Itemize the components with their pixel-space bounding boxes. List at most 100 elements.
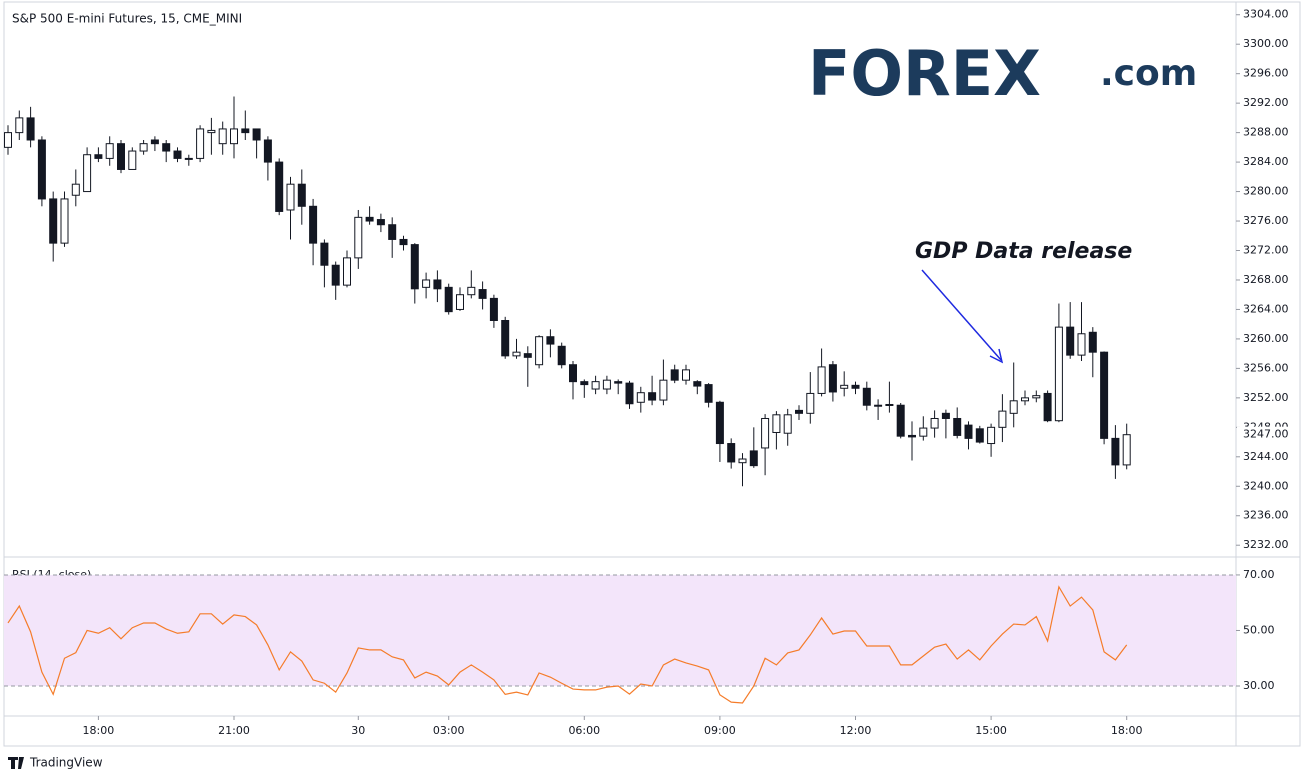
candle-body bbox=[693, 381, 702, 387]
candle-body bbox=[908, 434, 916, 438]
candle-body bbox=[964, 424, 973, 439]
x-tick-label: 06:00 bbox=[568, 724, 600, 737]
y-tick-label: 30.00 bbox=[1243, 679, 1275, 692]
candle-body bbox=[512, 351, 521, 357]
candle-body bbox=[738, 458, 747, 464]
y-tick-label: 3240.00 bbox=[1243, 479, 1289, 492]
candle-body bbox=[105, 143, 114, 159]
candle-body bbox=[919, 427, 928, 437]
annotation: GDP Data release bbox=[915, 239, 1132, 264]
candle-body bbox=[987, 426, 996, 445]
y-tick-label: 3284.00 bbox=[1243, 155, 1289, 168]
candle-body bbox=[1043, 392, 1052, 422]
candle-body bbox=[523, 353, 532, 358]
candle-body bbox=[320, 242, 329, 266]
x-tick-label: 09:00 bbox=[704, 724, 736, 737]
candle-body bbox=[1009, 400, 1018, 414]
candle-body bbox=[71, 183, 80, 196]
candle-body bbox=[26, 117, 35, 141]
frame bbox=[3, 1, 1301, 747]
x-tick-label: 30 bbox=[351, 724, 365, 737]
candle-body bbox=[83, 154, 92, 193]
candle-body bbox=[128, 150, 137, 170]
candle-body bbox=[580, 381, 589, 386]
y-tick-label: 3280.00 bbox=[1243, 185, 1289, 198]
candle-body bbox=[207, 129, 216, 134]
candle-body bbox=[456, 294, 464, 310]
candle-body bbox=[230, 128, 238, 145]
y-tick-label: 3292.00 bbox=[1243, 96, 1289, 109]
candle-body bbox=[795, 409, 803, 414]
candle-body bbox=[263, 139, 272, 163]
candle-body bbox=[840, 384, 849, 389]
y-tick-label: 3296.00 bbox=[1243, 67, 1289, 80]
candle-body bbox=[331, 264, 340, 286]
candle-body bbox=[817, 366, 826, 394]
candle-body bbox=[557, 345, 566, 366]
candle-body bbox=[1122, 434, 1131, 466]
candle-body bbox=[772, 414, 781, 433]
y-tick-label: 50.00 bbox=[1243, 623, 1275, 636]
candle-body bbox=[591, 381, 600, 390]
candle-body bbox=[354, 216, 363, 259]
candle-body bbox=[761, 417, 770, 449]
candle-body bbox=[388, 224, 397, 240]
candle-body bbox=[783, 414, 792, 434]
candle-body bbox=[851, 384, 860, 389]
candle-body bbox=[275, 161, 284, 212]
candle-body bbox=[546, 336, 555, 345]
y-tick-label: 3276.00 bbox=[1243, 214, 1289, 227]
candle-body bbox=[162, 143, 171, 152]
candle-body bbox=[998, 410, 1007, 428]
candle-body bbox=[625, 382, 634, 405]
candle-body bbox=[489, 297, 498, 321]
candle-body bbox=[501, 319, 510, 357]
candle-body bbox=[1054, 326, 1063, 422]
chart-title: S&P 500 E-mini Futures, 15, CME_MINI bbox=[12, 12, 242, 26]
candle-body bbox=[874, 404, 883, 407]
candle-body bbox=[343, 257, 351, 286]
x-tick-label: 03:00 bbox=[433, 724, 465, 737]
candle-body bbox=[94, 154, 103, 159]
footer: TradingView bbox=[29, 756, 103, 770]
candle-body bbox=[241, 128, 250, 134]
candle-body bbox=[309, 205, 318, 244]
x-tick-label: 12:00 bbox=[840, 724, 872, 737]
candle-body bbox=[704, 384, 713, 403]
candle-body bbox=[15, 117, 24, 134]
x-tick-label: 18:00 bbox=[83, 724, 115, 737]
last-price-cover bbox=[1237, 426, 1299, 443]
y-tick-label: 3244.00 bbox=[1243, 450, 1289, 463]
candle-body bbox=[173, 150, 182, 159]
y-tick-label: 3252.00 bbox=[1243, 391, 1289, 404]
y-tick-label: 3236.00 bbox=[1243, 509, 1289, 522]
candle-body bbox=[1032, 395, 1041, 399]
candle-body bbox=[422, 279, 431, 288]
candle-body bbox=[410, 244, 419, 290]
candle-body bbox=[682, 369, 690, 381]
candle-body bbox=[602, 379, 611, 390]
candle-body bbox=[896, 404, 905, 437]
candle-body bbox=[1066, 326, 1075, 356]
candle-body bbox=[862, 387, 871, 406]
x-tick-label: 21:00 bbox=[218, 724, 250, 737]
candle-body bbox=[1021, 397, 1029, 402]
candle-body bbox=[4, 132, 12, 148]
candle-body bbox=[614, 381, 623, 384]
rsi-band bbox=[4, 574, 1236, 687]
candle-body bbox=[196, 128, 205, 159]
y-tick-label: 3300.00 bbox=[1243, 37, 1289, 50]
candle-body bbox=[117, 143, 125, 170]
candle-body bbox=[636, 392, 645, 403]
candle-body bbox=[1088, 331, 1097, 353]
candle-body bbox=[444, 286, 453, 313]
logo: FOREX bbox=[808, 37, 1041, 110]
annotation-arrow bbox=[921, 269, 1002, 361]
candle-body bbox=[49, 198, 58, 244]
y-tick-label: 3272.00 bbox=[1243, 244, 1289, 257]
rsi-line bbox=[7, 585, 1128, 704]
candle-body bbox=[806, 392, 815, 414]
candle-body bbox=[365, 216, 374, 222]
candle-body bbox=[727, 443, 736, 463]
